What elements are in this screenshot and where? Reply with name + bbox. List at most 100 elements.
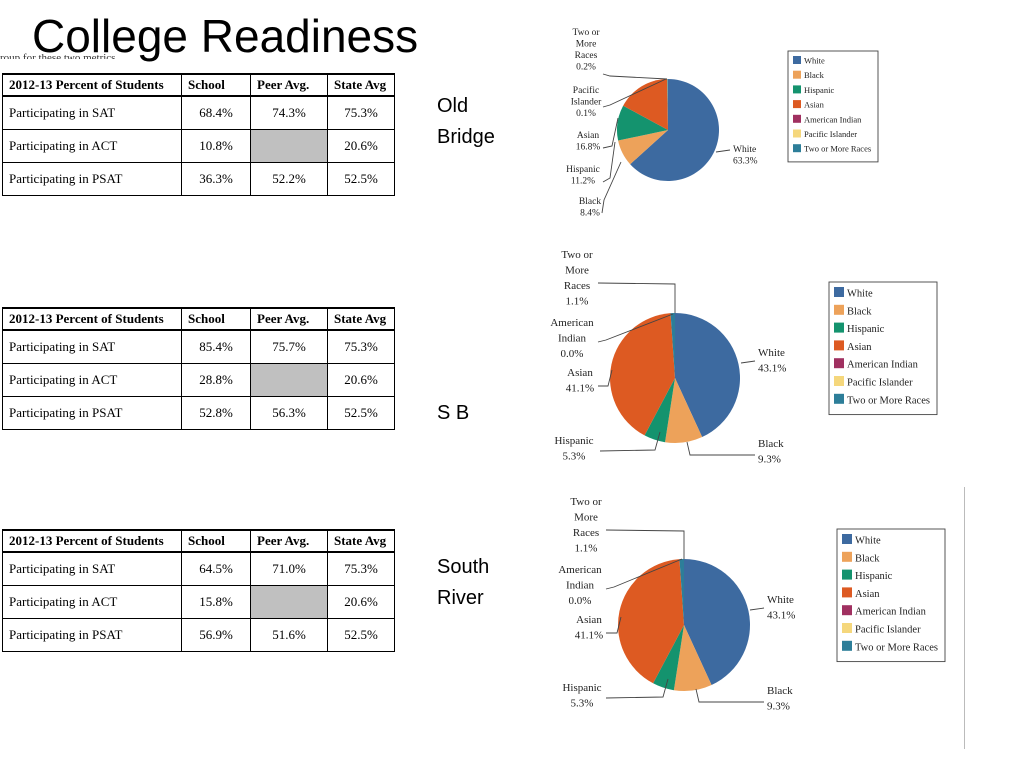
legend-label-white: White <box>855 536 881 547</box>
row-label: Participating in PSAT <box>2 396 182 430</box>
pie-chart-old-bridge: White 63.3% Black 8.4% Hispanic 11.2% Asian 16.… <box>566 28 879 219</box>
state-value: 52.5% <box>327 396 395 430</box>
legend-label-black: Black <box>847 306 872 317</box>
pie-slice-hispanic <box>616 105 668 141</box>
state-value: 75.3% <box>327 95 395 130</box>
legend-label-asian: Asian <box>855 589 880 600</box>
state-value: 20.6% <box>327 585 395 619</box>
pie-chart-sb: White 43.1% Black 9.3% Hispanic 5.3% Asian 41.1… <box>550 250 938 466</box>
leader-line-american-indian <box>597 313 674 343</box>
pie-slice-two-or-more-races <box>670 313 675 378</box>
peer-value: 75.7% <box>250 329 328 364</box>
legend-swatch-pacific-islander <box>842 623 852 633</box>
slice-label-two-or-more-races: Two or More Races 1.1% <box>561 250 593 308</box>
legend-label-white: White <box>804 56 825 66</box>
leader-line-asian <box>602 117 619 149</box>
legend-label-two-or-more-races: Two or More Races <box>847 395 930 406</box>
legend-label-american-indian: American Indian <box>847 360 919 371</box>
slice-label-asian: Asian 41.1% <box>575 614 603 642</box>
table-row: Participating in ACT 28.8% 20.6% <box>2 363 395 397</box>
legend-label-black: Black <box>804 70 825 80</box>
row-label: Participating in ACT <box>2 363 182 397</box>
state-value: 52.5% <box>327 618 395 652</box>
legend-label-hispanic: Hispanic <box>847 324 885 335</box>
school-value: 52.8% <box>181 396 251 430</box>
school-value: 28.8% <box>181 363 251 397</box>
slice-label-hispanic: Hispanic 5.3% <box>562 682 601 710</box>
pie-slice-hispanic <box>644 378 675 443</box>
peer-value: 52.2% <box>250 162 328 196</box>
header-school: School <box>181 73 251 97</box>
leader-line-black <box>695 688 764 703</box>
slice-label-black: Black 9.3% <box>767 685 793 713</box>
pie-slice-two-or-more-races <box>667 78 668 130</box>
state-value: 20.6% <box>327 363 395 397</box>
leader-line-asian <box>598 369 613 387</box>
state-value: 75.3% <box>327 329 395 364</box>
legend-label-pacific-islander: Pacific Islander <box>847 378 913 389</box>
legend-label-american-indian: American Indian <box>855 607 927 618</box>
legend-swatch-black <box>842 551 852 562</box>
school-value: 85.4% <box>181 329 251 364</box>
pie-slice-hispanic <box>653 625 684 691</box>
row-label: Participating in SAT <box>2 551 182 586</box>
leader-line-white <box>715 149 731 153</box>
school-value: 56.9% <box>181 618 251 652</box>
leader-line-hispanic <box>602 141 616 183</box>
row-label: Participating in ACT <box>2 585 182 619</box>
legend-swatch-black <box>793 70 801 79</box>
leader-line-white <box>740 360 756 364</box>
pie-slice-asian <box>618 559 684 684</box>
legend-swatch-two-or-more-races <box>834 393 844 404</box>
pie-slice-white <box>675 313 741 438</box>
legend-swatch-two-or-more-races <box>842 640 852 651</box>
legend-swatch-pacific-islander <box>834 376 844 386</box>
slice-label-black: Black 8.4% <box>579 197 601 219</box>
legend-swatch-white <box>842 534 852 544</box>
legend-swatch-hispanic <box>793 85 801 94</box>
slice-label-asian: Asian 41.1% <box>566 367 594 395</box>
legend-box <box>828 281 938 416</box>
school-label-old-bridge: Old Bridge <box>437 95 495 148</box>
leader-line-white <box>749 607 765 611</box>
legend-label-asian: Asian <box>804 100 825 110</box>
stats-table-sb: 2012-13 Percent of Students School Peer … <box>2 307 395 430</box>
header-state: State Avg <box>327 73 395 97</box>
leader-line-two-or-more-races <box>605 529 685 559</box>
legend-swatch-asian <box>834 340 844 351</box>
table-row: Participating in PSAT 52.8% 56.3% 52.5% <box>2 396 395 430</box>
slice-label-hispanic: Hispanic 11.2% <box>566 165 600 187</box>
stats-table-south-river: 2012-13 Percent of Students School Peer … <box>2 529 395 652</box>
leader-line-american-indian <box>605 558 683 590</box>
legend-label-asian: Asian <box>847 342 872 353</box>
leader-line-asian <box>606 616 622 634</box>
pie-slice-white <box>684 559 750 685</box>
slice-label-white: White 43.1% <box>758 347 786 375</box>
pie-slice-white <box>630 79 720 181</box>
slide-title: College Readiness <box>32 10 419 62</box>
school-label-south-river: South River <box>437 556 490 609</box>
school-value: 10.8% <box>181 129 251 163</box>
leader-line-black <box>601 161 622 214</box>
legend-box <box>836 528 946 663</box>
school-value: 36.3% <box>181 162 251 196</box>
row-label: Participating in PSAT <box>2 618 182 652</box>
table-row: Participating in SAT 85.4% 75.7% 75.3% <box>2 329 395 364</box>
divider-line <box>964 487 965 749</box>
slice-label-pacific-islander: Pacific Islander 0.1% <box>571 85 602 119</box>
school-label-sb: S B <box>437 402 470 424</box>
header-peer: Peer Avg. <box>250 307 328 331</box>
legend-swatch-pacific-islander <box>793 129 801 138</box>
school-value: 64.5% <box>181 551 251 586</box>
slice-label-asian: Asian 16.8% <box>576 131 601 153</box>
slice-label-two-or-more-races: Two or More Races 0.2% <box>572 28 600 73</box>
slice-label-black: Black 9.3% <box>758 438 784 466</box>
header-state: State Avg <box>327 529 395 553</box>
pie-slice-black <box>673 625 712 692</box>
slice-label-white: White 43.1% <box>767 594 795 622</box>
leader-line-hispanic <box>605 678 669 699</box>
state-value: 75.3% <box>327 551 395 586</box>
header-school: School <box>181 529 251 553</box>
legend-swatch-asian <box>842 587 852 598</box>
leader-line-hispanic <box>599 431 661 452</box>
